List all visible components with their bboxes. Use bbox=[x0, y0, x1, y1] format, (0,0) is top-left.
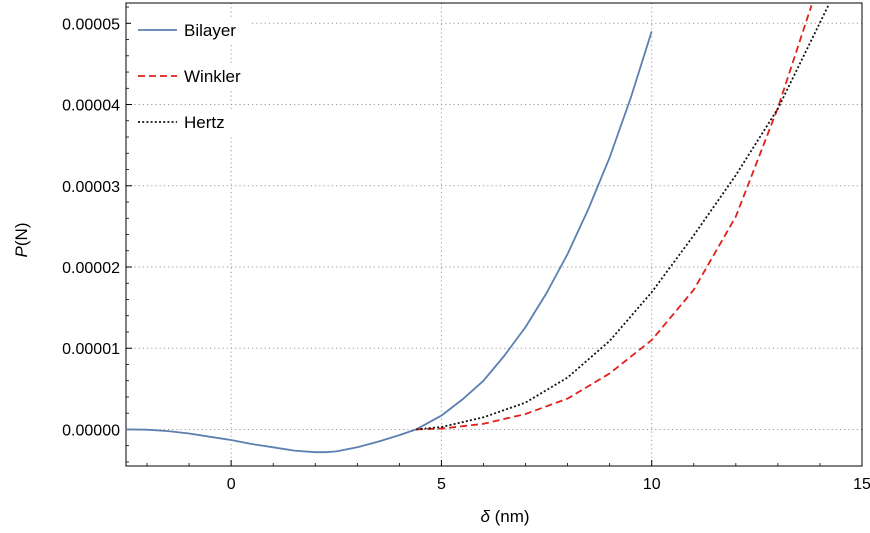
y-tick-label: 0.00001 bbox=[62, 341, 120, 358]
axis-titles: δ (nm) P(N) bbox=[12, 223, 530, 526]
legend-label-bilayer: Bilayer bbox=[184, 21, 236, 40]
y-tick-label: 0.00005 bbox=[62, 16, 120, 33]
y-tick-label: 0.00002 bbox=[62, 260, 120, 277]
series-line-bilayer bbox=[126, 31, 653, 454]
x-tick-label: 15 bbox=[853, 476, 870, 493]
series-line-winkler bbox=[416, 5, 813, 431]
tick-labels: 0 5 10 15 0.00000 0.00001 0.00002 0.00003 0.0000… bbox=[62, 16, 870, 493]
y-axis-title: P(N) bbox=[12, 223, 31, 258]
y-tick-label: 0.00003 bbox=[62, 179, 120, 196]
x-tick-label: 5 bbox=[437, 476, 446, 493]
y-axis-unit: (N) bbox=[12, 223, 31, 247]
x-axis-unit: (nm) bbox=[490, 507, 530, 526]
x-tick-label: 0 bbox=[227, 476, 236, 493]
legend: Bilayer Winkler Hertz bbox=[131, 17, 249, 135]
x-axis-title: δ (nm) bbox=[480, 507, 529, 526]
y-tick-label: 0.00004 bbox=[62, 98, 120, 115]
series-group bbox=[126, 5, 830, 454]
series-line-hertz bbox=[416, 5, 830, 431]
legend-label-hertz: Hertz bbox=[184, 113, 225, 132]
legend-label-winkler: Winkler bbox=[184, 67, 241, 86]
x-tick-label: 10 bbox=[643, 476, 661, 493]
x-axis-symbol: δ bbox=[480, 507, 490, 526]
y-tick-label: 0.00000 bbox=[62, 422, 120, 439]
y-axis-symbol: P bbox=[12, 245, 31, 257]
